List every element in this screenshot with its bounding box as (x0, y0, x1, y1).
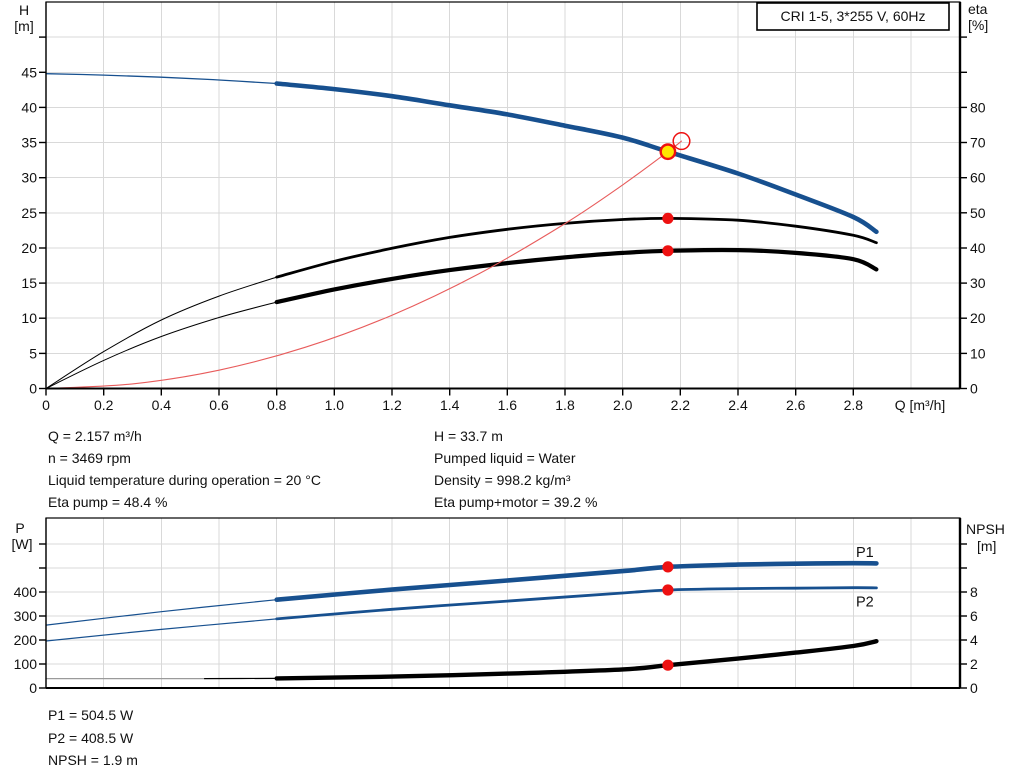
eta-pump-operating-point (662, 212, 674, 224)
x-axis-tick-label: 0.6 (209, 397, 229, 413)
system-curve (45, 140, 683, 390)
duty-point-info-left: Q = 2.157 m³/h n = 3469 rpm Liquid tempe… (48, 425, 321, 513)
y-right-tick-label: 50 (970, 205, 986, 221)
y-right-tick-label: 6 (970, 608, 978, 624)
y-left-tick-label: 100 (14, 656, 38, 672)
y-left-tick-label: 25 (21, 205, 37, 221)
info-line-density: Density = 998.2 kg/m³ (434, 472, 571, 488)
info-line-head: H = 33.7 m (434, 428, 503, 444)
y-left-tick-label: 0 (29, 680, 37, 696)
info-line-p2: P2 = 408.5 W (48, 729, 134, 746)
plot-frame (45, 1, 961, 390)
x-axis-tick-label: 2.4 (728, 397, 748, 413)
duty-point-info-right: H = 33.7 m Pumped liquid = Water Density… (434, 425, 597, 513)
y-right-tick-label: 8 (970, 584, 978, 600)
y-left-axis-title: P (15, 520, 24, 536)
y-left-tick-label: 20 (21, 240, 37, 256)
y-right-tick-label: 70 (970, 135, 986, 151)
x-axis-tick-label: 0.2 (94, 397, 114, 413)
p1-curve (274, 560, 879, 602)
curve-label-p1: P1 (856, 545, 874, 561)
x-axis-tick-label: 1.0 (325, 397, 345, 413)
info-line-liquid: Pumped liquid = Water (434, 450, 576, 466)
power-info-block: P1 = 504.5 W P2 = 408.5 W NPSH = 1.9 m (48, 704, 138, 772)
x-axis-tick-label: 0.4 (152, 397, 172, 413)
info-line-speed: n = 3469 rpm (48, 450, 131, 466)
y-left-tick-label: 300 (14, 608, 38, 624)
x-axis-tick-label: 2.8 (844, 397, 864, 413)
chart-title: CRI 1-5, 3*255 V, 60Hz (780, 8, 925, 24)
eta-pump-thin (45, 276, 278, 389)
y-right-tick-label: 2 (970, 656, 978, 672)
y-right-tick-label: 40 (970, 240, 986, 256)
eta-pump (275, 216, 878, 279)
y-left-tick-label: 5 (29, 345, 37, 361)
p1-operating-point (662, 561, 674, 573)
info-line-temperature: Liquid temperature during operation = 20… (48, 472, 321, 488)
h-curve-thin (45, 73, 278, 85)
head-efficiency-chart: 0 5 10 15 20 25 30 35 40 45 0 10 20 30 40 50 60 70 80 0 0.2 0… (14, 1, 988, 413)
system-curve-intersection-point (672, 132, 691, 151)
x-axis-tick-label: 0 (42, 397, 50, 413)
x-axis-tick-label: 1.2 (382, 397, 402, 413)
y-left-tick-label: 30 (21, 170, 37, 186)
y-left-tick-label: 35 (21, 135, 37, 151)
duty-point[interactable] (659, 143, 677, 161)
y-right-tick-label: 80 (970, 99, 986, 115)
y-right-axis-title: [m] (977, 538, 996, 554)
y-right-axis-title: eta (968, 1, 988, 17)
info-line-eta-pump-motor: Eta pump+motor = 39.2 % (434, 494, 598, 510)
x-axis-tick-label: 2.6 (786, 397, 806, 413)
p1-curve-thin (45, 599, 278, 626)
y-right-tick-label: 60 (970, 170, 986, 186)
npsh-operating-point (662, 659, 674, 671)
p2-curve (275, 586, 878, 621)
y-right-tick-label: 10 (970, 345, 986, 361)
y-left-tick-label: 200 (14, 632, 38, 648)
info-line-q: Q = 2.157 m³/h (48, 428, 142, 444)
y-left-tick-label: 0 (29, 381, 37, 397)
y-right-axis-title: [%] (968, 17, 988, 33)
x-axis-tick-label: 1.4 (440, 397, 460, 413)
y-left-tick-label: 10 (21, 310, 37, 326)
npsh-curve (274, 639, 879, 681)
y-left-tick-label: 15 (21, 275, 37, 291)
y-left-tick-label: 400 (14, 584, 38, 600)
chart-title-box (756, 2, 950, 31)
y-right-tick-label: 0 (970, 680, 978, 696)
y-left-axis-title: H (19, 2, 29, 18)
curve-label-p2: P2 (856, 595, 874, 611)
x-axis-tick-label: 0.8 (267, 397, 287, 413)
y-right-axis-title: NPSH (966, 521, 1005, 537)
y-left-axis-title: [W] (12, 536, 33, 552)
x-axis-tick-label: 1.8 (555, 397, 575, 413)
x-axis-title: Q [m³/h] (895, 397, 946, 413)
info-line-npsh: NPSH = 1.9 m (48, 752, 138, 768)
h-curve (274, 81, 879, 235)
x-axis-tick-label: 2.0 (613, 397, 633, 413)
y-right-tick-label: 30 (970, 275, 986, 291)
x-axis-tick-label: 1.6 (498, 397, 518, 413)
y-right-tick-label: 0 (970, 381, 978, 397)
y-right-tick-label: 4 (970, 632, 978, 648)
p2-operating-point (662, 584, 674, 596)
info-line-p1: P1 = 504.5 W (48, 707, 134, 723)
eta-pump-motor (274, 247, 879, 305)
p2-curve-thin (45, 618, 278, 642)
y-left-axis-title: [m] (14, 18, 33, 34)
eta-pump-motor-operating-point (662, 245, 674, 257)
x-axis-tick-label: 2.2 (671, 397, 691, 413)
y-left-tick-label: 45 (21, 64, 37, 80)
y-right-tick-label: 20 (970, 310, 986, 326)
info-line-eta-pump: Eta pump = 48.4 % (48, 494, 168, 510)
power-npsh-chart: 0 100 200 300 400 0 2 4 6 8 P[W] NPSH[m] P1 P2 (12, 517, 1005, 696)
eta-pump-motor-thin (45, 301, 278, 389)
y-left-tick-label: 40 (21, 99, 37, 115)
